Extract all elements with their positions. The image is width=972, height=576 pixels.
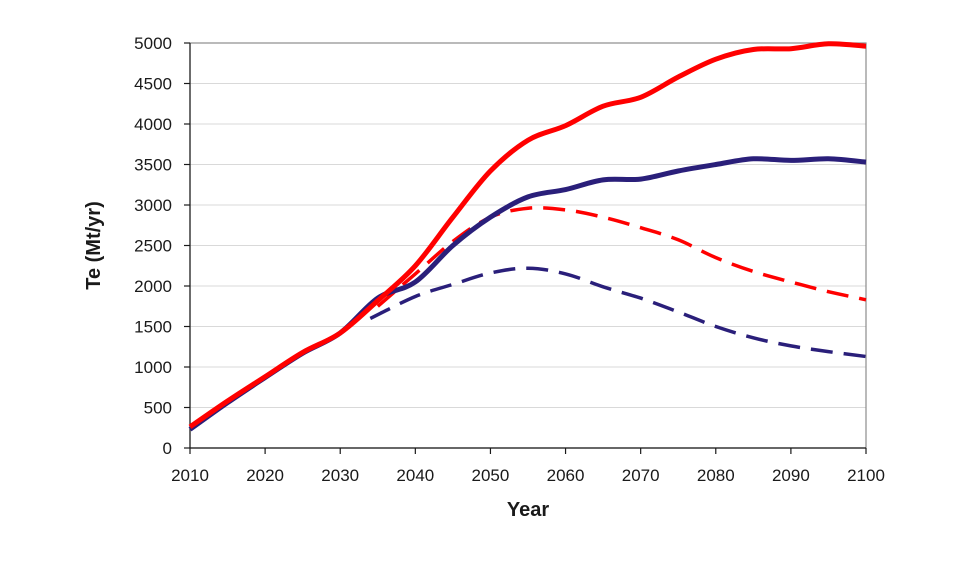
x-tick-label: 2030 bbox=[321, 466, 359, 485]
y-tick-label: 4000 bbox=[134, 115, 172, 134]
x-tick-label: 2050 bbox=[472, 466, 510, 485]
solid-series-line-1 bbox=[188, 156, 867, 432]
x-tick-label: 2040 bbox=[396, 466, 434, 485]
y-tick-label: 5000 bbox=[134, 34, 172, 53]
x-tick-label: 2070 bbox=[622, 466, 660, 485]
x-tick-label: 2010 bbox=[171, 466, 209, 485]
y-axis-title: Te (Mt/yr) bbox=[83, 201, 105, 290]
x-tick-label: 2020 bbox=[246, 466, 284, 485]
x-tick-label: 2100 bbox=[847, 466, 885, 485]
y-tick-label: 4500 bbox=[134, 75, 172, 94]
y-tick-label: 3500 bbox=[134, 156, 172, 175]
solid-series-line-0 bbox=[188, 41, 867, 429]
y-tick-label: 0 bbox=[163, 439, 172, 458]
dashed-series-line-3 bbox=[369, 266, 867, 359]
x-tick-label: 2060 bbox=[547, 466, 585, 485]
dashed-series-line-2 bbox=[376, 205, 867, 308]
y-tick-label: 2000 bbox=[134, 277, 172, 296]
series-lines bbox=[188, 41, 867, 432]
x-tick-label: 2080 bbox=[697, 466, 735, 485]
axes bbox=[184, 42, 867, 454]
y-tick-label: 1500 bbox=[134, 318, 172, 337]
x-axis-title: Year bbox=[507, 499, 549, 521]
y-tick-label: 2500 bbox=[134, 237, 172, 256]
tick-labels: 0 500 1000 1500 2000 2500 3000 3500 4000 4500 5000… bbox=[134, 34, 885, 485]
y-tick-label: 500 bbox=[144, 399, 172, 418]
gridlines bbox=[190, 42, 866, 408]
x-tick-label: 2090 bbox=[772, 466, 810, 485]
y-tick-label: 3000 bbox=[134, 196, 172, 215]
y-tick-label: 1000 bbox=[134, 358, 172, 377]
